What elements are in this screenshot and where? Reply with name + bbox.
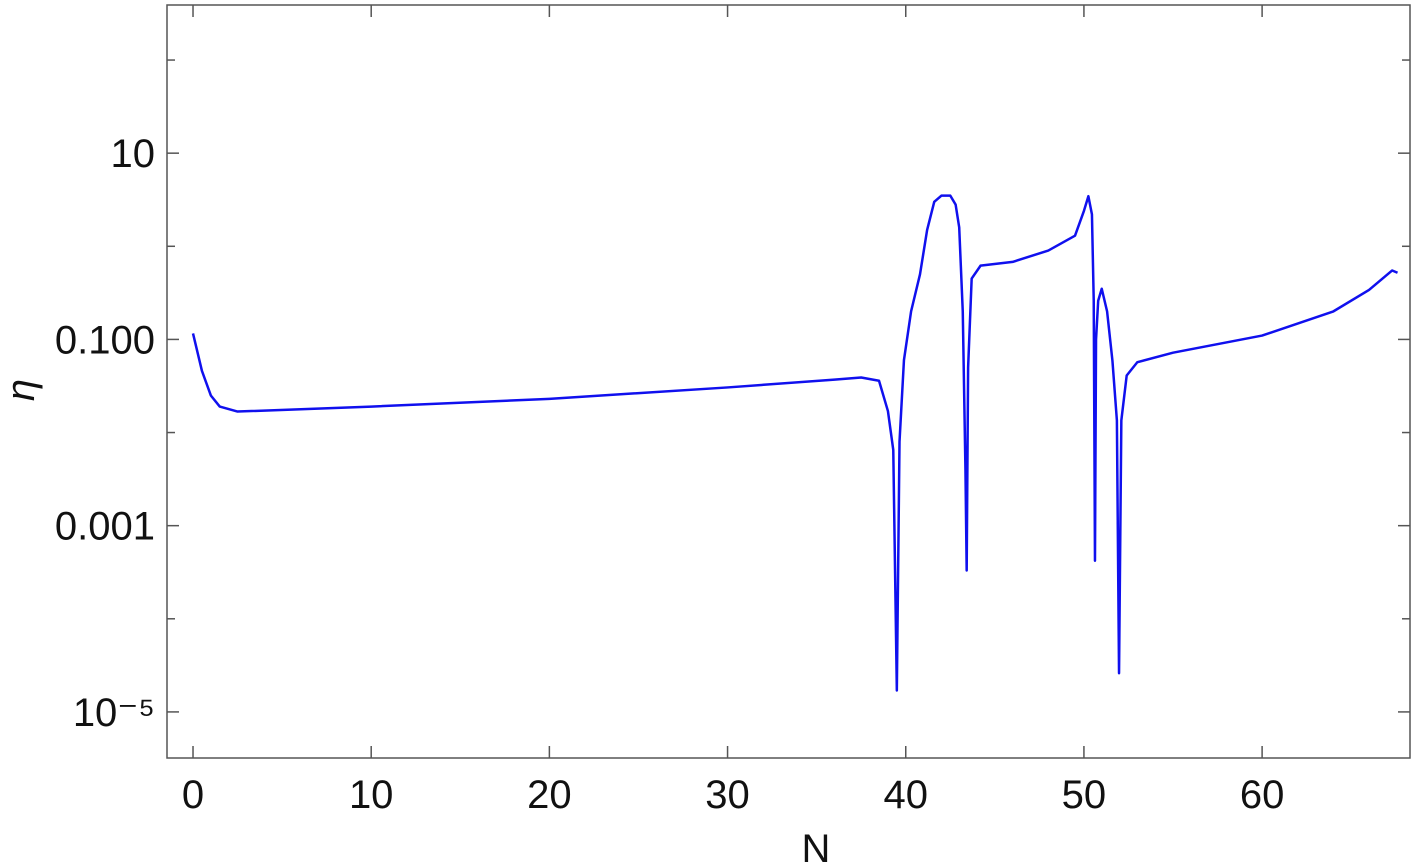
x-tick-label: 10 [349,773,394,817]
x-tick-label: 40 [883,773,928,817]
y-axis-title: η [0,379,43,401]
x-tick-label: 30 [705,773,750,817]
plot-frame [166,4,1411,759]
y-tick-label: 10 [111,132,156,176]
y-tick-label: 0.001 [55,505,155,549]
x-tick-label: 60 [1240,773,1285,817]
x-axis-title: N [802,827,831,866]
y-tick-label: 10⁻⁵ [73,691,155,735]
x-tick-label: 20 [527,773,572,817]
x-tick-label: 50 [1062,773,1107,817]
data-line [191,194,1399,692]
y-tick-label: 0.100 [55,318,155,362]
x-tick-label: 0 [182,773,204,817]
